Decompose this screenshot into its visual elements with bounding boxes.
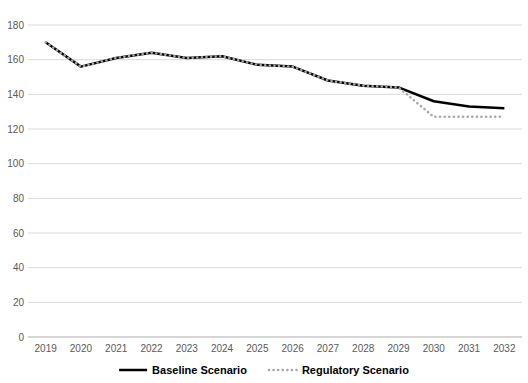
x-tick-label: 2021: [105, 343, 128, 354]
x-tick-label: 2028: [352, 343, 375, 354]
x-tick-label: 2019: [35, 343, 58, 354]
x-tick-label: 2027: [317, 343, 340, 354]
grid-line: [28, 163, 522, 164]
x-tick-label: 2023: [176, 343, 199, 354]
legend-label: Baseline Scenario: [152, 364, 247, 376]
legend-label: Regulatory Scenario: [302, 364, 409, 376]
legend-swatch: [269, 369, 297, 372]
grid-line: [28, 198, 522, 199]
legend: Baseline Scenario Regulatory Scenario: [119, 364, 409, 376]
y-tick-label: 0: [18, 332, 24, 343]
y-tick-label: 160: [7, 54, 24, 65]
x-axis: [28, 337, 522, 338]
x-tick-label: 2022: [140, 343, 163, 354]
series-line: [46, 42, 505, 108]
y-tick-label: 140: [7, 89, 24, 100]
grid-line: [28, 233, 522, 234]
y-tick-label: 120: [7, 124, 24, 135]
x-tick-label: 2025: [246, 343, 269, 354]
y-tick-label: 60: [13, 228, 25, 239]
x-tick-label: 2026: [282, 343, 305, 354]
legend-swatch: [119, 369, 147, 372]
plot-area: [46, 42, 505, 117]
chart: 0 20 40 60 80 100 120 140 160 180 2019 2020 2021 2022…: [0, 0, 528, 383]
x-tick-label: 2020: [70, 343, 93, 354]
x-tick-label: 2024: [211, 343, 234, 354]
y-tick-label: 180: [7, 20, 24, 31]
x-tick-label: 2029: [387, 343, 410, 354]
grid-line: [28, 25, 522, 26]
x-tick-label: 2031: [458, 343, 481, 354]
y-tick-label: 100: [7, 158, 24, 169]
grid-line: [28, 59, 522, 60]
grid-line: [28, 94, 522, 95]
grid-line: [28, 129, 522, 130]
y-tick-label: 20: [13, 297, 25, 308]
series-line: [46, 42, 505, 117]
grid-line: [28, 337, 522, 338]
y-tick-label: 80: [13, 193, 25, 204]
x-tick-label: 2032: [493, 343, 516, 354]
x-tick-label: 2030: [423, 343, 446, 354]
y-tick-label: 40: [13, 262, 25, 273]
grid-line: [28, 267, 522, 268]
grid-line: [28, 302, 522, 303]
